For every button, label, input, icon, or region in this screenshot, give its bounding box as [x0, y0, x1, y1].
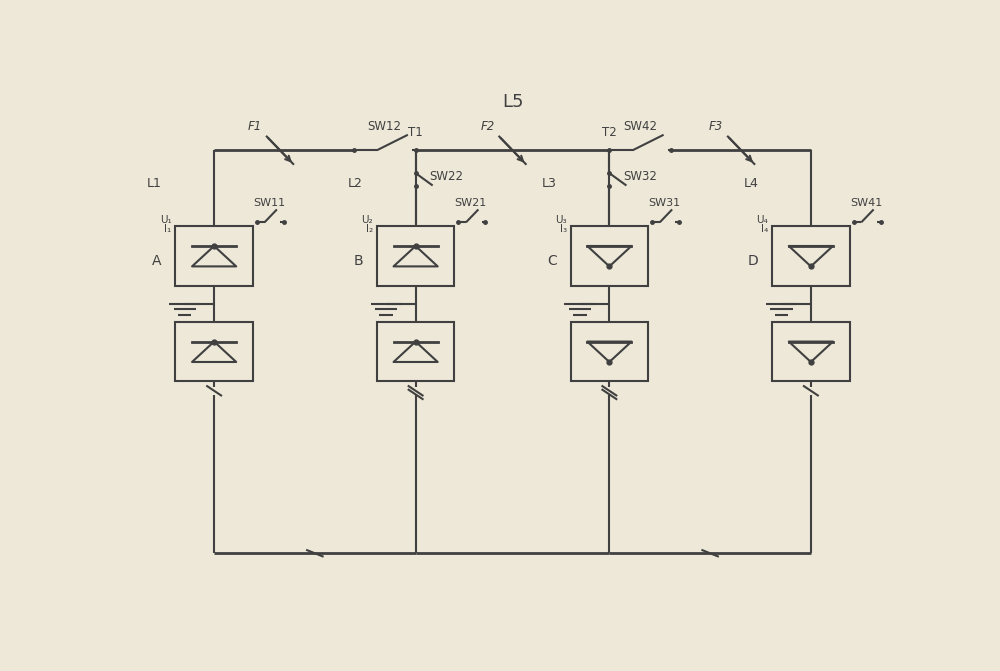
Text: U₃: U₃ [555, 215, 567, 225]
Text: L1: L1 [147, 176, 161, 190]
Bar [175, 322, 253, 382]
Text: F2: F2 [480, 120, 495, 134]
Text: L4: L4 [743, 176, 758, 190]
Text: I₁: I₁ [164, 223, 172, 234]
Text: A: A [152, 254, 161, 268]
Text: U₄: U₄ [757, 215, 768, 225]
Text: B: B [353, 254, 363, 268]
Text: I₂: I₂ [366, 223, 373, 234]
Text: F3: F3 [709, 120, 723, 134]
Bar [772, 227, 850, 286]
Text: U₂: U₂ [361, 215, 373, 225]
Text: L2: L2 [348, 176, 363, 190]
Text: I₄: I₄ [761, 223, 768, 234]
Text: D: D [747, 254, 758, 268]
Text: F1: F1 [248, 120, 262, 134]
Bar [377, 227, 454, 286]
Text: SW32: SW32 [623, 170, 657, 183]
Text: SW11: SW11 [253, 198, 285, 208]
Text: T2: T2 [602, 126, 617, 139]
Text: SW21: SW21 [455, 198, 487, 208]
Text: T1: T1 [408, 126, 423, 139]
Bar [377, 322, 454, 382]
Text: C: C [547, 254, 557, 268]
Text: SW31: SW31 [648, 198, 680, 208]
Text: SW42: SW42 [623, 120, 657, 134]
Bar [175, 227, 253, 286]
Bar [571, 227, 648, 286]
Text: SW12: SW12 [368, 120, 402, 134]
Text: I₃: I₃ [560, 223, 567, 234]
Bar [571, 322, 648, 382]
Text: U₁: U₁ [160, 215, 172, 225]
Text: L5: L5 [502, 93, 523, 111]
Text: SW41: SW41 [850, 198, 882, 208]
Text: L3: L3 [542, 176, 557, 190]
Text: SW22: SW22 [430, 170, 464, 183]
Bar [772, 322, 850, 382]
